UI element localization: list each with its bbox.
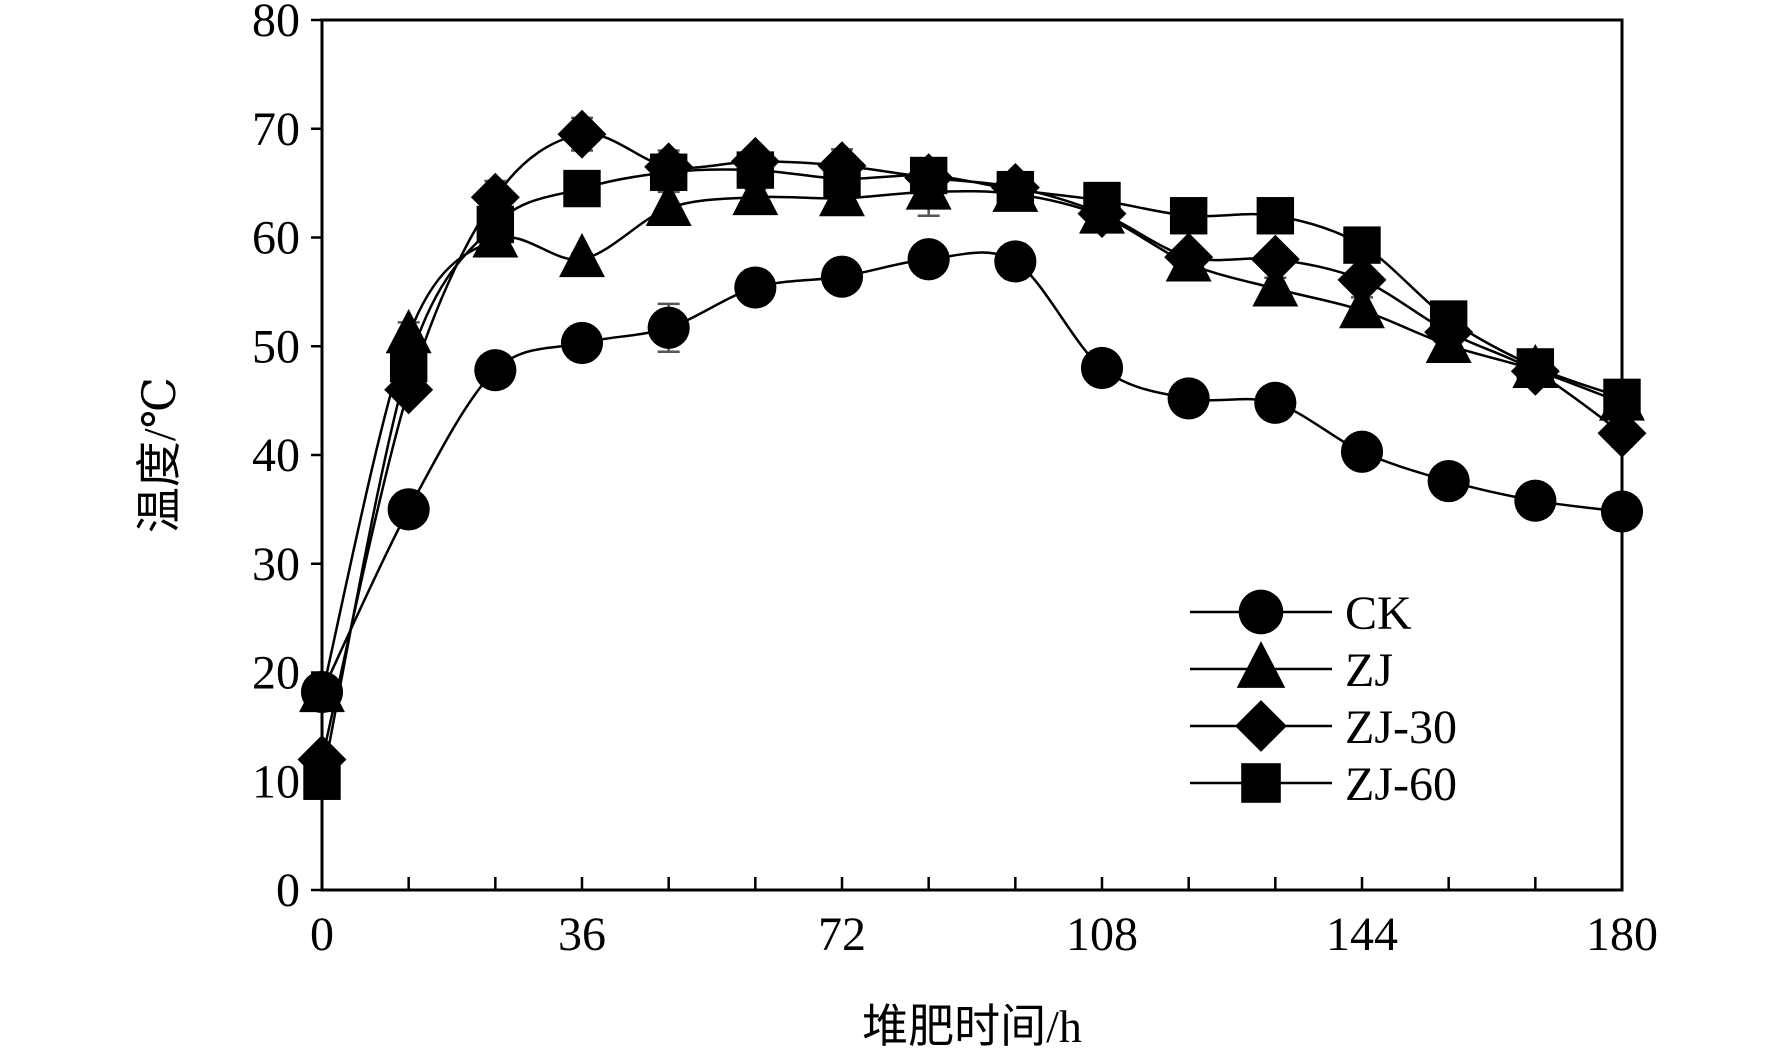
data-point-zj-30: [470, 172, 520, 222]
data-point-zj-60: [1343, 226, 1381, 264]
data-point-ck: [560, 321, 604, 365]
y-tick-labels: 0 10 20 30 40 50 60 70 80: [252, 0, 300, 917]
data-point-ck: [994, 240, 1037, 283]
legend-label: ZJ-60: [1345, 758, 1457, 811]
axis-ticks: [311, 18, 1624, 892]
y-tick-label: 70: [252, 103, 300, 156]
data-point-ck: [474, 349, 517, 392]
series-markers: [297, 109, 1647, 800]
data-point-zj-60: [1516, 348, 1555, 386]
y-tick-label: 50: [252, 320, 300, 373]
series-line-zj: [320, 189, 1623, 695]
legend-item-zj-60: ZJ-60: [1190, 758, 1457, 811]
y-tick-label: 0: [276, 864, 300, 917]
x-tick-label: 108: [1066, 908, 1138, 961]
legend-item-ck: CK: [1190, 587, 1412, 640]
data-point-zj: [645, 181, 692, 226]
data-point-zj: [559, 232, 605, 278]
data-point-ck: [1427, 460, 1470, 503]
legend-marker-zj-30: [1235, 700, 1287, 752]
data-point-zj-60: [476, 205, 515, 244]
x-tick-label: 144: [1326, 908, 1398, 961]
data-point-zj-60: [1169, 197, 1208, 235]
data-point-ck: [1340, 430, 1384, 473]
series-line-zj-30: [320, 132, 1623, 760]
data-point-zj-60: [1256, 197, 1295, 235]
y-tick-label: 30: [252, 538, 300, 591]
data-point-zj-60: [1429, 300, 1468, 338]
data-point-zj-60: [563, 169, 601, 208]
data-point-ck: [1254, 381, 1297, 424]
x-axis-label: 堆肥时间/h: [862, 1001, 1082, 1052]
data-point-zj-30: [1337, 255, 1387, 305]
data-point-zj-30: [557, 109, 607, 159]
x-tick-label: 0: [310, 908, 334, 961]
data-point-zj-60: [823, 160, 861, 198]
y-tick-label: 80: [252, 0, 300, 47]
data-point-zj-30: [1164, 232, 1214, 282]
data-point-zj-60: [1083, 181, 1121, 220]
legend-label: CK: [1345, 587, 1412, 640]
x-tick-label: 72: [818, 908, 866, 961]
data-point-ck: [1514, 479, 1557, 522]
data-point-zj: [732, 170, 779, 216]
x-tick-labels: 0 36 72 108 144 180: [310, 908, 1658, 961]
legend-marker-zj: [1236, 641, 1286, 688]
y-tick-label: 10: [252, 755, 300, 808]
data-point-zj-60: [909, 156, 948, 195]
data-point-zj-30: [1250, 234, 1300, 284]
data-point-ck: [647, 306, 690, 349]
data-point-ck: [1167, 377, 1210, 420]
data-point-ck: [1080, 346, 1124, 390]
y-tick-label: 60: [252, 212, 300, 265]
data-point-zj: [1252, 262, 1299, 307]
data-point-ck: [907, 238, 950, 281]
data-point-zj: [385, 309, 432, 354]
data-point-ck: [387, 488, 430, 531]
data-point-zj-60: [996, 170, 1035, 209]
legend-marker-ck: [1238, 589, 1284, 635]
x-tick-label: 36: [558, 908, 606, 961]
y-tick-label: 20: [252, 647, 300, 700]
y-tick-label: 40: [252, 429, 300, 482]
data-point-ck: [734, 266, 777, 309]
legend-label: ZJ: [1345, 644, 1393, 697]
legend-label: ZJ-30: [1345, 701, 1457, 754]
data-point-zj-60: [649, 153, 688, 191]
legend-item-zj: ZJ: [1190, 641, 1393, 697]
series-lines: [320, 132, 1623, 782]
data-point-zj: [1339, 284, 1385, 329]
x-tick-label: 180: [1586, 908, 1658, 961]
data-point-zj-60: [736, 151, 775, 189]
data-point-zj-60: [389, 344, 428, 383]
data-point-ck: [820, 255, 864, 298]
legend-item-zj-30: ZJ-30: [1190, 700, 1457, 754]
y-axis-label: 温度/℃: [134, 377, 185, 533]
legend-marker-zj-60: [1241, 763, 1281, 803]
